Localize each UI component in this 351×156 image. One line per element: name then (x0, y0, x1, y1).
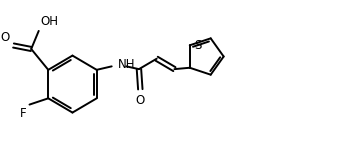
Text: O: O (136, 94, 145, 107)
Text: S: S (194, 39, 202, 52)
Text: NH: NH (118, 58, 135, 71)
Text: OH: OH (40, 15, 58, 28)
Text: O: O (1, 31, 10, 44)
Text: F: F (19, 107, 26, 120)
